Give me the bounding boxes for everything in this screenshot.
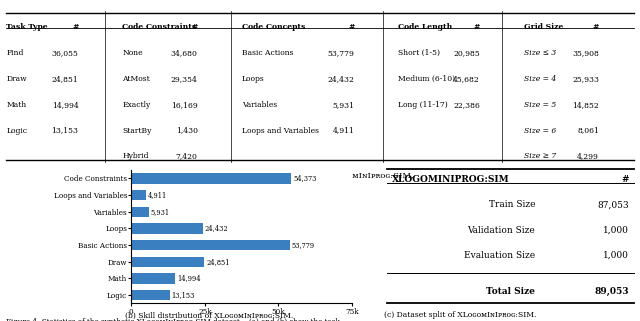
Text: 24,851: 24,851: [206, 258, 230, 266]
Text: Math: Math: [6, 101, 27, 109]
Text: 25,933: 25,933: [572, 75, 599, 83]
Text: #: #: [593, 23, 599, 31]
Text: Loops and Variables: Loops and Variables: [242, 126, 319, 134]
Text: 36,055: 36,055: [52, 49, 79, 57]
Text: 13,153: 13,153: [172, 291, 195, 299]
Bar: [131, 273, 175, 283]
Text: 8,061: 8,061: [577, 126, 599, 134]
Bar: [131, 223, 203, 234]
Text: Basic Actions: Basic Actions: [242, 49, 293, 57]
Text: 53,779: 53,779: [291, 241, 314, 249]
Text: Exactly: Exactly: [122, 101, 150, 109]
Bar: [131, 290, 170, 300]
Text: (b) Skill distribution of XLᴏɢᴏᴍIɴIᴘʀᴏɢ:SIM.: (b) Skill distribution of XLᴏɢᴏᴍIɴIᴘʀᴏɢ:…: [125, 311, 293, 319]
Text: 7,420: 7,420: [176, 152, 198, 160]
Text: 5,931: 5,931: [333, 101, 355, 109]
Text: 1,000: 1,000: [603, 251, 628, 260]
Text: 1,430: 1,430: [176, 126, 198, 134]
Text: 4,911: 4,911: [333, 126, 355, 134]
Text: 20,985: 20,985: [453, 49, 480, 57]
Text: Size = 4: Size = 4: [524, 75, 556, 83]
Text: #: #: [474, 23, 480, 31]
Text: (a) Task distribution of XLᴏɢᴏᴍIɴIᴘʀᴏɢ:SIM.: (a) Task distribution of XLᴏɢᴏᴍIɴIᴘʀᴏɢ:S…: [227, 172, 413, 180]
Text: 5,931: 5,931: [150, 208, 170, 216]
Text: #: #: [191, 23, 198, 31]
Text: #: #: [72, 23, 79, 31]
Text: Size ≥ 7: Size ≥ 7: [524, 152, 556, 160]
Text: 14,852: 14,852: [572, 101, 599, 109]
Text: 53,779: 53,779: [328, 49, 355, 57]
Text: 24,432: 24,432: [328, 75, 355, 83]
Text: 4,299: 4,299: [577, 152, 599, 160]
Text: 14,994: 14,994: [177, 274, 201, 282]
Text: Short (1-5): Short (1-5): [398, 49, 440, 57]
Text: #: #: [348, 23, 355, 31]
Text: 22,386: 22,386: [453, 101, 480, 109]
Text: 87,053: 87,053: [597, 201, 628, 210]
Text: Long (11-17): Long (11-17): [398, 101, 448, 109]
Text: Variables: Variables: [242, 101, 277, 109]
Text: 4,911: 4,911: [147, 191, 166, 199]
Text: Code Constraints: Code Constraints: [122, 23, 196, 31]
Text: 54,373: 54,373: [293, 174, 316, 182]
Text: Grid Size: Grid Size: [524, 23, 563, 31]
Text: 34,680: 34,680: [171, 49, 198, 57]
Bar: [131, 240, 289, 250]
Text: 13,153: 13,153: [52, 126, 79, 134]
Text: Train Size: Train Size: [488, 201, 535, 210]
Text: 24,851: 24,851: [52, 75, 79, 83]
Text: Evaluation Size: Evaluation Size: [464, 251, 535, 260]
Bar: [131, 256, 204, 267]
Bar: [131, 173, 291, 184]
Text: AtMost: AtMost: [122, 75, 150, 83]
Text: Size = 6: Size = 6: [524, 126, 556, 134]
Text: Find: Find: [6, 49, 24, 57]
Text: Task Type: Task Type: [6, 23, 48, 31]
Text: Size ≤ 3: Size ≤ 3: [524, 49, 556, 57]
Text: Size = 5: Size = 5: [524, 101, 556, 109]
Text: 16,169: 16,169: [171, 101, 198, 109]
Text: Draw: Draw: [6, 75, 27, 83]
Text: StartBy: StartBy: [122, 126, 152, 134]
Bar: [131, 207, 148, 217]
Text: Hybrid: Hybrid: [122, 152, 149, 160]
Text: XLOGOMINIPROG:SIM: XLOGOMINIPROG:SIM: [392, 175, 509, 184]
Text: Total Size: Total Size: [486, 287, 535, 296]
Text: 1,000: 1,000: [603, 226, 628, 235]
Text: None: None: [122, 49, 143, 57]
Text: 14,994: 14,994: [52, 101, 79, 109]
Text: #: #: [621, 175, 628, 184]
Text: Figure 4: Statistics of the synthetic XLᴏɢᴏᴍIɴIᴘʀᴏɢ:SIM dataset.   (a) and (b) s: Figure 4: Statistics of the synthetic XL…: [6, 318, 340, 321]
Text: 24,432: 24,432: [205, 224, 228, 232]
Text: Medium (6-10): Medium (6-10): [398, 75, 456, 83]
Text: 29,354: 29,354: [171, 75, 198, 83]
Text: 45,682: 45,682: [453, 75, 480, 83]
Text: 89,053: 89,053: [594, 287, 628, 296]
Text: Code Length: Code Length: [398, 23, 452, 31]
Text: Logic: Logic: [6, 126, 28, 134]
Bar: [131, 190, 146, 200]
Text: (c) Dataset split of XLᴏɢᴏᴍIɴIᴘʀᴏɢ:SIM.: (c) Dataset split of XLᴏɢᴏᴍIɴIᴘʀᴏɢ:SIM.: [384, 311, 536, 319]
Text: 35,908: 35,908: [572, 49, 599, 57]
Text: Code Concepts: Code Concepts: [242, 23, 305, 31]
Text: Loops: Loops: [242, 75, 264, 83]
Text: Validation Size: Validation Size: [467, 226, 535, 235]
